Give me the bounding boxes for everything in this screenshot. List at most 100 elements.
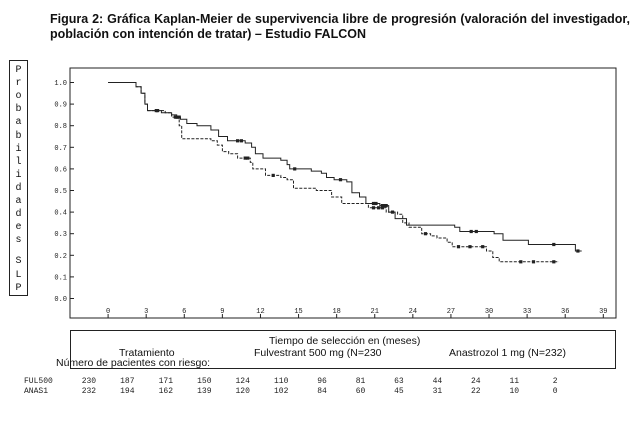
censor-mark (338, 178, 343, 182)
figure-title: Figura 2: Gráfica Kaplan-Meier de superv… (50, 12, 630, 41)
risk-count: 110 (274, 377, 289, 386)
risk-count: 96 (317, 377, 327, 386)
risk-count: 0 (553, 387, 558, 396)
y-axis-label-letter: d (15, 209, 22, 221)
risk-header-box: Tiempo de selección en (meses) Tratamien… (56, 330, 616, 369)
censor-mark (380, 206, 384, 210)
y-tick-label: 0.5 (54, 188, 67, 196)
y-axis-label-letter: L (15, 269, 22, 281)
censor-mark (154, 109, 158, 113)
y-axis-label-letter: i (15, 169, 22, 181)
plot-frame (69, 67, 617, 319)
risk-count: 81 (356, 377, 366, 386)
censor-mark (239, 139, 243, 143)
risk-count: 102 (274, 387, 289, 396)
y-tick-label: 0.9 (54, 102, 67, 110)
censor-mark (469, 229, 473, 234)
y-tick-label: 0.1 (54, 274, 67, 282)
censor-mark (380, 204, 384, 208)
y-axis-label-letter: i (15, 143, 22, 155)
x-tick-label: 15 (294, 308, 302, 316)
risk-count: 10 (509, 387, 519, 396)
y-axis-label-letter: S (15, 256, 22, 268)
y-axis-label-letter: a (15, 117, 22, 129)
risk-count: 120 (235, 387, 250, 396)
risk-count: 171 (159, 377, 174, 386)
fulvestrant-curve (108, 82, 582, 252)
censor-mark (384, 204, 388, 208)
y-tick-label: 0.8 (54, 123, 67, 131)
y-axis-label-letter: o (15, 91, 22, 103)
risk-count: 162 (159, 387, 174, 396)
censor-mark (481, 245, 485, 249)
x-tick-label: 18 (332, 308, 340, 316)
censor-mark (531, 260, 536, 264)
censor-mark (456, 245, 461, 249)
censor-mark (371, 201, 376, 206)
risk-count: 24 (471, 377, 481, 386)
y-tick-label: 0.6 (54, 166, 67, 174)
x-axis-title: Tiempo de selección en (meses) (269, 335, 421, 347)
x-tick-label: 9 (220, 308, 224, 316)
risk-count: 11 (509, 377, 519, 386)
risk-count: 124 (235, 377, 250, 386)
y-tick-label: 1.0 (54, 80, 67, 88)
y-axis-label-letter: s (15, 235, 22, 247)
x-tick-label: 21 (371, 308, 379, 316)
y-tick-label: 0.2 (54, 253, 67, 261)
censor-mark (374, 201, 378, 206)
censor-mark (293, 167, 297, 171)
y-axis-label-letter: d (15, 182, 22, 194)
x-tick-label: 12 (256, 308, 264, 316)
risk-count: 84 (317, 387, 327, 396)
risk-row-code: FUL500 (24, 377, 53, 386)
y-tick-label: 0.0 (54, 296, 67, 304)
risk-count: 230 (82, 377, 97, 386)
risk-count: 31 (433, 387, 443, 396)
x-axis: 0 3 6 9 12 15 18 21 24 27 30 33 36 39 (106, 308, 608, 318)
arm1-label: Fulvestrant 500 mg (N=230 (254, 347, 382, 359)
at-risk-label: Número de pacientes con riesgo: (56, 357, 211, 369)
censor-mark (243, 156, 247, 160)
risk-count: 187 (120, 377, 135, 386)
risk-count: 63 (394, 377, 404, 386)
x-tick-label: 0 (106, 308, 110, 316)
x-tick-label: 30 (485, 308, 493, 316)
censor-mark (576, 249, 580, 253)
y-axis-label-letter: b (15, 104, 22, 116)
survival-curves (108, 82, 582, 264)
y-tick-label: 0.7 (54, 145, 67, 153)
arm2-label: Anastrozol 1 mg (N=232) (449, 347, 567, 359)
risk-count: 45 (394, 387, 404, 396)
risk-count: 22 (471, 387, 481, 396)
y-axis-label-letter: a (15, 196, 22, 207)
risk-count: 60 (356, 387, 366, 396)
y-axis-label-letter: P (15, 65, 22, 76)
censor-mark (236, 139, 240, 143)
risk-count: 150 (197, 377, 212, 386)
censor-mark (552, 260, 556, 264)
censor-mark (519, 260, 523, 264)
y-axis-label-letter: r (15, 78, 22, 90)
anastrozol-curve (108, 82, 559, 263)
censor-mark (468, 245, 472, 249)
y-axis-label-letter: P (15, 282, 22, 294)
risk-count: 232 (82, 387, 97, 396)
x-tick-label: 36 (561, 308, 569, 316)
y-axis: 0.0 0.1 0.2 0.3 0.4 0.5 0.6 0.7 0.8 0.9 1.0 (54, 80, 74, 304)
y-tick-label: 0.4 (54, 210, 67, 218)
x-tick-label: 6 (182, 308, 186, 316)
y-axis-label-letter: l (15, 156, 22, 168)
censor-mark (423, 232, 428, 236)
censor-mark (377, 206, 381, 210)
x-tick-label: 33 (523, 308, 531, 316)
censor-mark (371, 206, 376, 210)
censor-mark (271, 173, 275, 177)
censor-mark (552, 242, 556, 247)
risk-count: 44 (433, 377, 443, 386)
treatment-label: Tratamiento (119, 347, 175, 359)
y-axis-label-letter: b (15, 130, 22, 142)
